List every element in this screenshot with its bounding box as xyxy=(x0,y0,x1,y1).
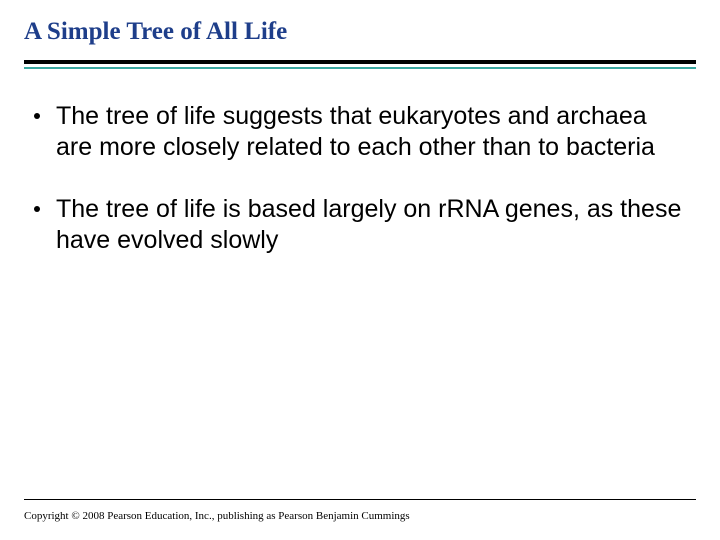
slide-title: A Simple Tree of All Life xyxy=(24,18,696,46)
list-item: The tree of life is based largely on rRN… xyxy=(32,194,688,255)
bullet-text: The tree of life is based largely on rRN… xyxy=(56,194,688,255)
slide-body: The tree of life suggests that eukaryote… xyxy=(24,69,696,255)
list-item: The tree of life suggests that eukaryote… xyxy=(32,101,688,162)
bullet-icon xyxy=(34,206,40,212)
slide: A Simple Tree of All Life The tree of li… xyxy=(0,0,720,540)
bullet-text: The tree of life suggests that eukaryote… xyxy=(56,101,688,162)
bullet-icon xyxy=(34,113,40,119)
divider-footer-icon xyxy=(24,499,696,500)
divider-top-icon xyxy=(24,60,696,64)
copyright-text: Copyright © 2008 Pearson Education, Inc.… xyxy=(24,510,410,522)
